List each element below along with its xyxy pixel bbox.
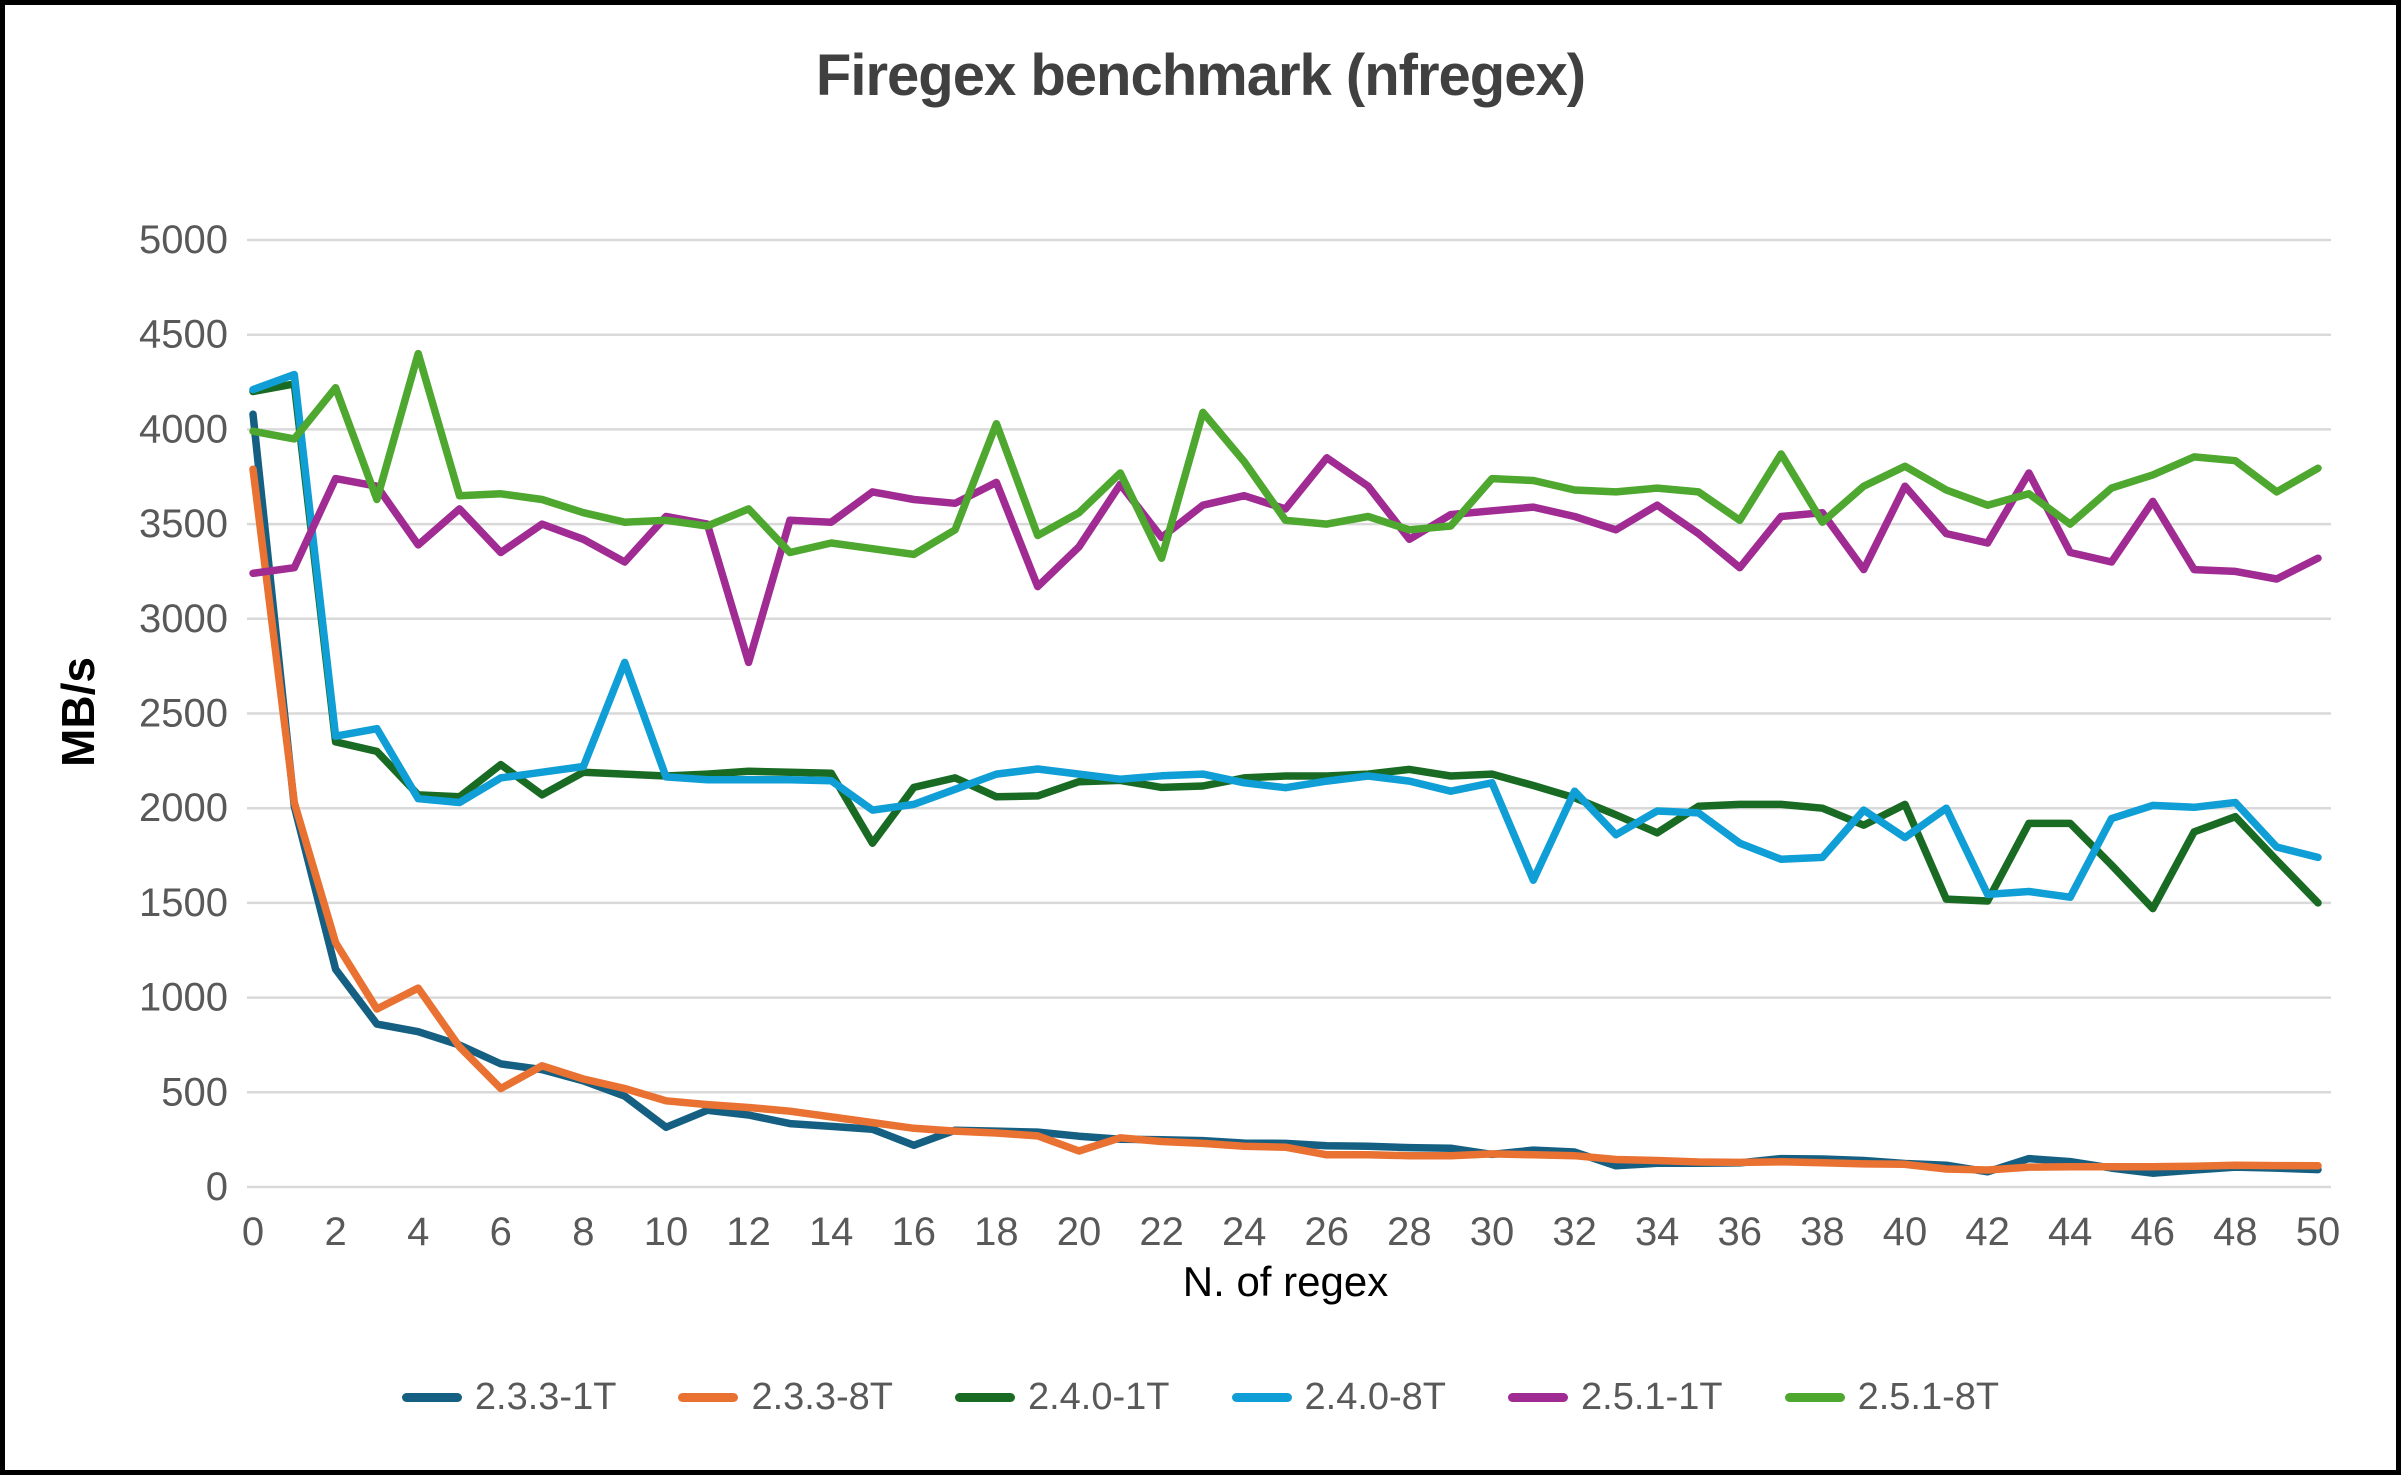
y-tick-label: 1500 bbox=[139, 881, 228, 925]
x-tick-label: 28 bbox=[1387, 1210, 1432, 1254]
legend-item-2.5.1-1T: 2.5.1-1T bbox=[1508, 1376, 1723, 1419]
legend-item-2.3.3-1T: 2.3.3-1T bbox=[401, 1376, 617, 1419]
legend-label: 2.5.1-1T bbox=[1581, 1376, 1723, 1418]
x-tick-label: 20 bbox=[1057, 1210, 1102, 1254]
x-tick-label: 10 bbox=[644, 1210, 689, 1254]
series-line-2.5.1-8T bbox=[249, 349, 2322, 562]
x-tick-label: 14 bbox=[809, 1210, 854, 1254]
gridlines bbox=[247, 238, 2331, 1189]
x-tick-label: 24 bbox=[1222, 1210, 1267, 1254]
chart-title: Firegex benchmark (nfregex) bbox=[815, 43, 1586, 108]
legend: 2.3.3-1T 2.3.3-8T 2.4.0-1T 2.4.0-8T 2.5.1-1T… bbox=[0, 1376, 2401, 1419]
y-tick-label: 2000 bbox=[139, 786, 228, 830]
legend-swatch-2.4.0-8T bbox=[1231, 1393, 1292, 1402]
x-tick-label: 8 bbox=[572, 1210, 594, 1254]
legend-label: 2.4.0-1T bbox=[1027, 1376, 1170, 1418]
series-line-2.3.3-8T bbox=[249, 465, 2322, 1174]
y-tick-label: 4500 bbox=[139, 313, 228, 357]
x-tick-label: 26 bbox=[1305, 1210, 1350, 1254]
y-axis-tick-labels: 0 500 1000 1500 2000 2500 3000 3500 4000 4500 5000 bbox=[139, 218, 228, 1209]
x-tick-label: 38 bbox=[1800, 1210, 1845, 1254]
series-line-2.4.0-1T bbox=[249, 380, 2322, 913]
x-tick-label: 40 bbox=[1883, 1210, 1928, 1254]
legend-label: 2.3.3-8T bbox=[751, 1376, 893, 1418]
legend-item-2.4.0-8T: 2.4.0-8T bbox=[1231, 1376, 1447, 1419]
x-tick-label: 46 bbox=[2131, 1210, 2176, 1254]
x-tick-label: 22 bbox=[1139, 1210, 1184, 1254]
x-tick-label: 0 bbox=[242, 1210, 264, 1254]
x-tick-label: 18 bbox=[974, 1210, 1019, 1254]
y-tick-label: 500 bbox=[161, 1070, 228, 1114]
y-tick-label: 3500 bbox=[139, 502, 228, 546]
legend-swatch-2.5.1-1T bbox=[1508, 1393, 1569, 1402]
x-tick-label: 42 bbox=[1965, 1210, 2010, 1254]
x-tick-label: 6 bbox=[490, 1210, 512, 1254]
y-tick-label: 2500 bbox=[139, 692, 228, 736]
legend-label: 2.5.1-8T bbox=[1857, 1376, 2000, 1418]
y-tick-label: 1000 bbox=[139, 976, 228, 1020]
y-tick-label: 0 bbox=[206, 1165, 228, 1209]
series-line-2.4.0-8T bbox=[249, 370, 2322, 901]
y-tick-label: 5000 bbox=[139, 218, 228, 262]
legend-swatch-2.5.1-8T bbox=[1784, 1393, 1845, 1402]
x-tick-label: 36 bbox=[1718, 1210, 1763, 1254]
x-axis-title: N. of regex bbox=[1182, 1258, 1389, 1305]
x-tick-label: 34 bbox=[1635, 1210, 1680, 1254]
x-tick-label: 2 bbox=[324, 1210, 346, 1254]
series-line-2.5.1-1T bbox=[249, 454, 2322, 667]
x-tick-label: 44 bbox=[2048, 1210, 2093, 1254]
legend-item-2.3.3-8T: 2.3.3-8T bbox=[678, 1376, 893, 1419]
x-tick-label: 30 bbox=[1470, 1210, 1515, 1254]
y-tick-label: 3000 bbox=[139, 597, 228, 641]
legend-label: 2.3.3-1T bbox=[474, 1376, 617, 1418]
x-tick-label: 16 bbox=[892, 1210, 937, 1254]
x-tick-label: 4 bbox=[407, 1210, 429, 1254]
x-tick-label: 32 bbox=[1552, 1210, 1597, 1254]
y-tick-label: 4000 bbox=[139, 407, 228, 451]
legend-item-2.5.1-8T: 2.5.1-8T bbox=[1784, 1376, 2000, 1419]
legend-swatch-2.3.3-1T bbox=[401, 1393, 462, 1402]
x-tick-label: 48 bbox=[2213, 1210, 2258, 1254]
x-tick-label: 12 bbox=[726, 1210, 771, 1254]
legend-swatch-2.3.3-8T bbox=[678, 1393, 739, 1402]
x-tick-label: 50 bbox=[2296, 1210, 2341, 1254]
x-axis-tick-labels: 0 2 4 6 8 10 12 14 16 18 20 22 24 26 28 30 32 34 36 38 40 42 4… bbox=[242, 1210, 2340, 1254]
legend-label: 2.4.0-8T bbox=[1304, 1376, 1447, 1418]
legend-swatch-2.4.0-1T bbox=[954, 1393, 1015, 1402]
legend-item-2.4.0-1T: 2.4.0-1T bbox=[954, 1376, 1170, 1419]
